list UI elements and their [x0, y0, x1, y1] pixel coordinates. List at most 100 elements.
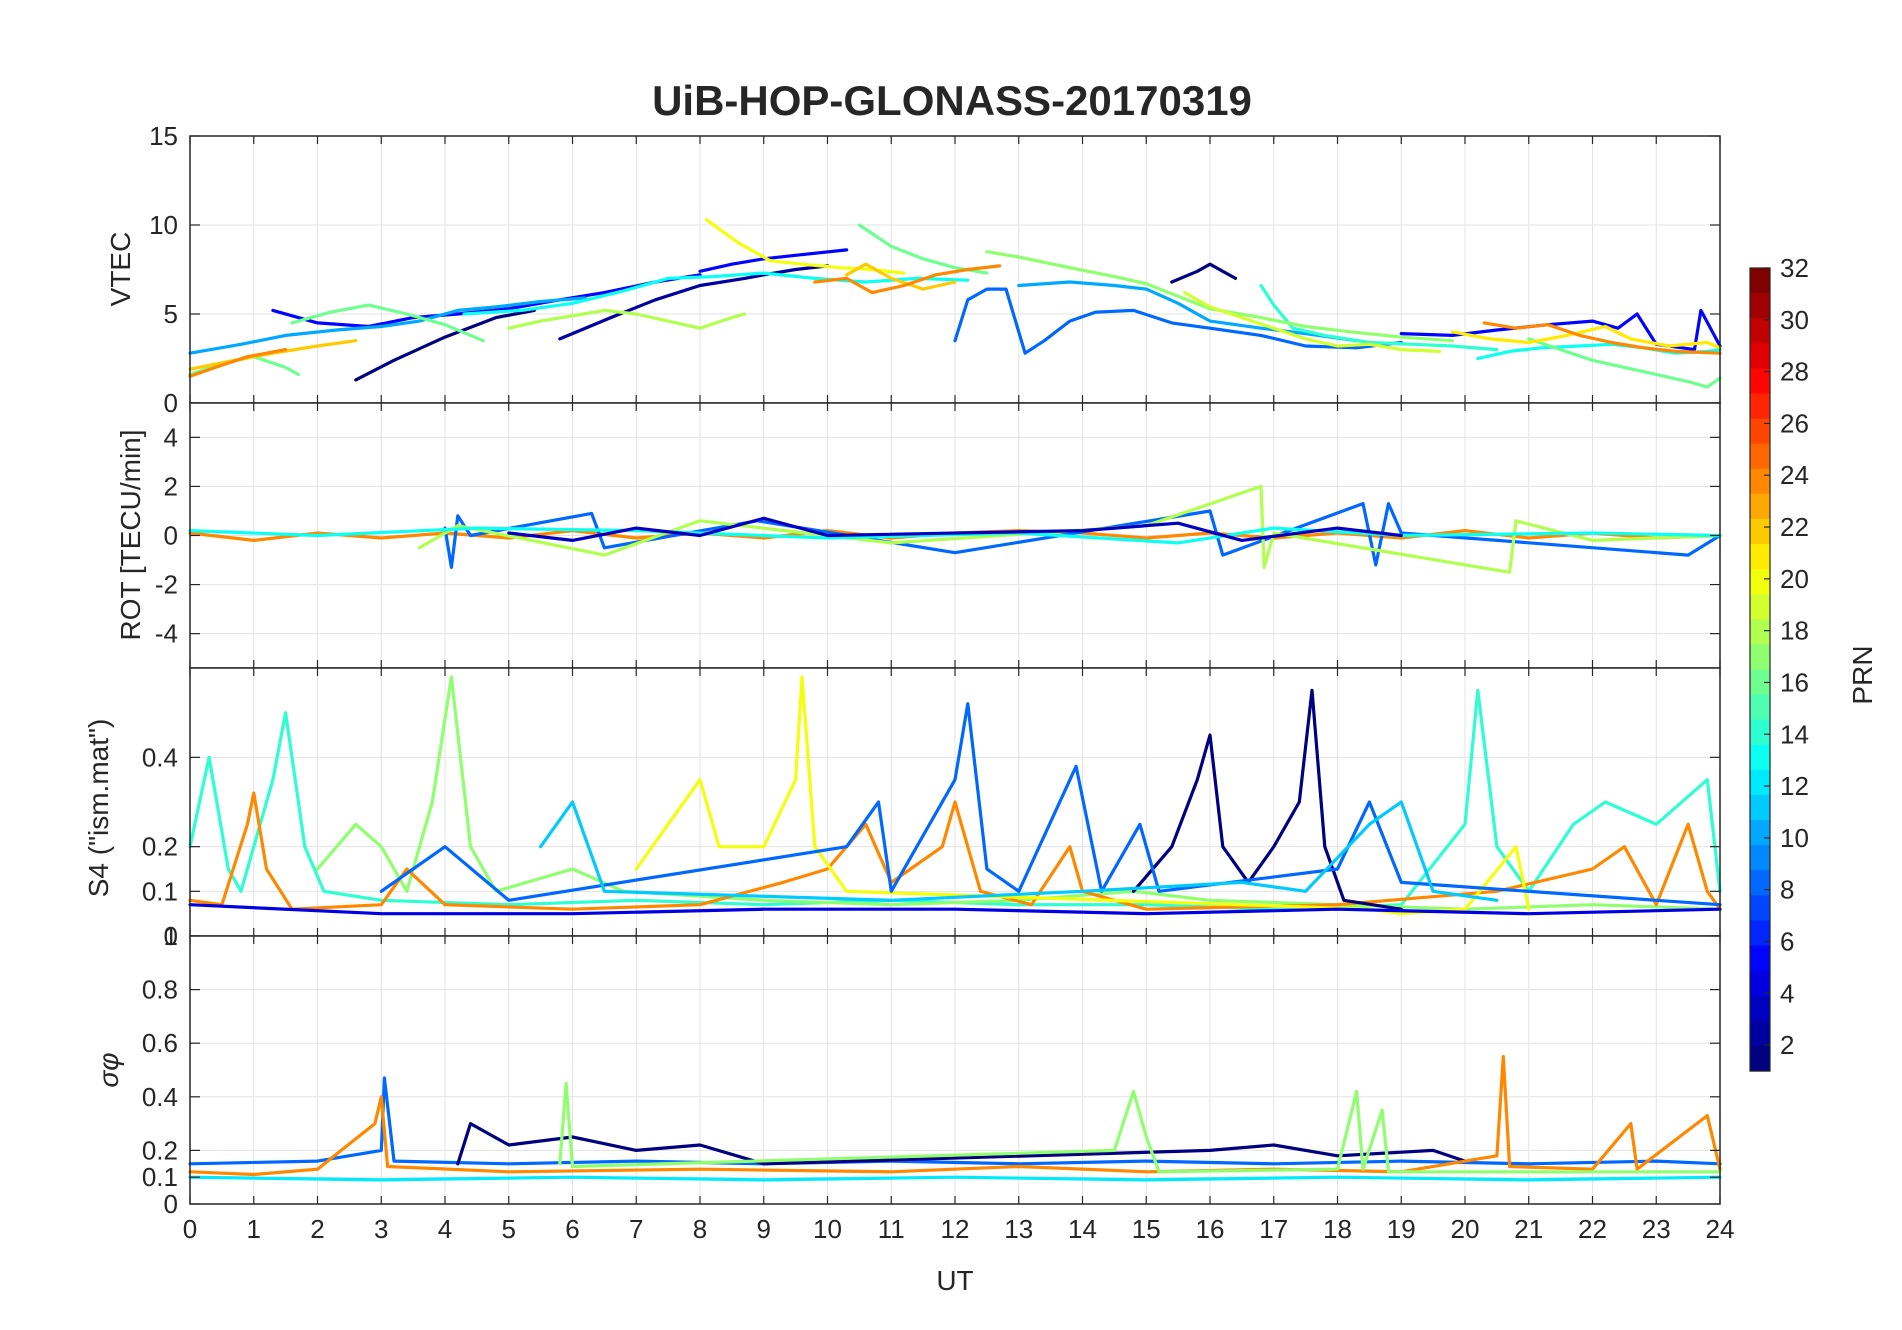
series-line-prn-24	[188, 1055, 1722, 1177]
x-tick-label: 17	[1259, 1214, 1288, 1244]
colorbar-tick-label: 32	[1780, 253, 1809, 283]
y-tick-label: 0.4	[142, 1082, 178, 1112]
x-tick-label: 15	[1132, 1214, 1161, 1244]
series-line-prn-19	[1182, 291, 1442, 353]
y-tick-label: 0.4	[142, 742, 178, 772]
y-tick-label: 0.2	[142, 1135, 178, 1165]
x-tick-labels: 0 1 2 3 4 5 6 7 8 9 10 11 12 13 14 15 16 17 18 19 20 21 22 23 24	[183, 1214, 1735, 1244]
x-tick-label: 2	[310, 1214, 324, 1244]
colorbar-swatch	[1750, 694, 1770, 721]
colorbar-swatch	[1750, 343, 1770, 369]
colorbar-swatch	[1750, 443, 1770, 470]
x-tick-label: 14	[1068, 1214, 1097, 1244]
series-line-prn-8	[379, 702, 1722, 907]
x-tick-label: 10	[813, 1214, 842, 1244]
y-tick-label: 0.6	[142, 1028, 178, 1058]
x-tick-label: 8	[693, 1214, 707, 1244]
colorbar-tick-label: 12	[1780, 771, 1809, 801]
colorbar-swatch	[1750, 569, 1770, 595]
colorbar-tick-label: 4	[1780, 978, 1794, 1008]
x-tick-label: 16	[1196, 1214, 1225, 1244]
series-line-prn-8	[953, 287, 1403, 355]
y-tick-label: -4	[155, 619, 178, 649]
y-tick-label: 0	[164, 921, 178, 951]
x-tick-label: 0	[183, 1214, 197, 1244]
colorbar-tick-label: 10	[1780, 823, 1809, 853]
series-line-prn-14	[1259, 283, 1499, 352]
series-line-prn-10	[188, 296, 587, 355]
series-line-prn-2	[558, 264, 830, 341]
chart-title: UiB-HOP-GLONASS-20170319	[652, 77, 1252, 124]
x-tick-label: 4	[438, 1214, 452, 1244]
x-tick-label: 23	[1642, 1214, 1671, 1244]
series-line-prn-1	[1131, 688, 1403, 911]
x-tick-label: 9	[757, 1214, 771, 1244]
colorbar-swatch	[1750, 895, 1770, 922]
x-tick-label: 1	[247, 1214, 261, 1244]
series-line-prn-18	[417, 484, 1722, 574]
yticks-sigma-phi: 00.10.20.40.60.81	[142, 921, 1721, 1219]
panel-vtec: 0 5 10 15 VTEC	[105, 121, 1722, 418]
series-line-prn-1	[456, 1122, 1467, 1166]
x-tick-label: 18	[1323, 1214, 1352, 1244]
series-s4	[188, 675, 1722, 916]
series-line-prn-5	[1399, 308, 1722, 352]
series-line-prn-24	[1482, 321, 1722, 355]
series-line-prn-22	[845, 262, 957, 291]
colorbar-swatch	[1750, 468, 1770, 495]
y-tick-label: 5	[164, 299, 178, 329]
colorbar-tick-label: 18	[1780, 616, 1809, 646]
ylabel-sigma-phi: σφ	[93, 1052, 124, 1087]
colorbar-frame	[1749, 267, 1771, 1072]
colorbar-swatch	[1750, 318, 1770, 344]
y-tick-label: 10	[149, 210, 178, 240]
colorbar-swatch	[1750, 820, 1770, 846]
colorbar-swatch	[1750, 368, 1770, 395]
y-tick-label: 0	[164, 1189, 178, 1219]
y-tick-label: 4	[164, 422, 178, 452]
y-tick-label: 0	[164, 388, 178, 418]
series-line-prn-1	[354, 308, 536, 382]
colorbar-swatch	[1750, 920, 1770, 947]
colorbar-swatch	[1750, 769, 1770, 796]
ylabel-rot: ROT [TECU/min]	[115, 429, 146, 640]
x-tick-label: 20	[1451, 1214, 1480, 1244]
colorbar-tick-label: 22	[1780, 512, 1809, 542]
colorbar-label: PRN	[1847, 645, 1878, 704]
x-tick-label: 7	[629, 1214, 643, 1244]
series-line-prn-13	[462, 271, 970, 316]
colorbar-swatch	[1750, 493, 1770, 520]
series-line-prn-17	[558, 1081, 1722, 1174]
panel-rot: -4 -2 0 2 4 ROT [TECU/min]	[115, 402, 1722, 669]
y-tick-label: -2	[155, 570, 178, 600]
colorbar-swatch	[1750, 719, 1770, 746]
x-tick-label: 19	[1387, 1214, 1416, 1244]
colorbar-swatch	[1750, 870, 1770, 896]
y-tick-label: 0.2	[142, 832, 178, 862]
series-line-prn-11	[539, 800, 1499, 902]
y-tick-label: 15	[149, 121, 178, 151]
colorbar-tick-label: 28	[1780, 357, 1809, 387]
yticks-vtec: 0 5 10 15	[149, 121, 1721, 418]
colorbar-tick-label: 6	[1780, 926, 1794, 956]
series-line-prn-17	[985, 250, 1454, 343]
colorbar-tick-label: 14	[1780, 719, 1809, 749]
colorbar-swatch	[1750, 744, 1770, 771]
yticks-rot: -4 -2 0 2 4	[155, 403, 1721, 668]
colorbar-swatch	[1750, 518, 1770, 545]
colorbar-tick-label: 24	[1780, 460, 1809, 490]
series-line-prn-21	[1450, 324, 1722, 350]
colorbar-tick-label: 30	[1780, 305, 1809, 335]
panel-sigma-phi: 00.10.20.40.60.81 σφ	[93, 921, 1722, 1219]
x-tick-label: 11	[878, 1214, 905, 1244]
colorbar-swatch	[1750, 945, 1770, 972]
y-tick-label: 0	[164, 521, 178, 551]
panel-s4: 0 0.1 0.2 0.4 S4 ("ism.mat")	[83, 667, 1722, 951]
xlabel: UT	[936, 1265, 973, 1296]
y-tick-label: 0.1	[142, 876, 178, 906]
colorbar-tick-label: 20	[1780, 564, 1809, 594]
colorbar-swatch	[1750, 293, 1770, 319]
x-tick-label: 6	[565, 1214, 579, 1244]
x-tick-label: 21	[1514, 1214, 1543, 1244]
